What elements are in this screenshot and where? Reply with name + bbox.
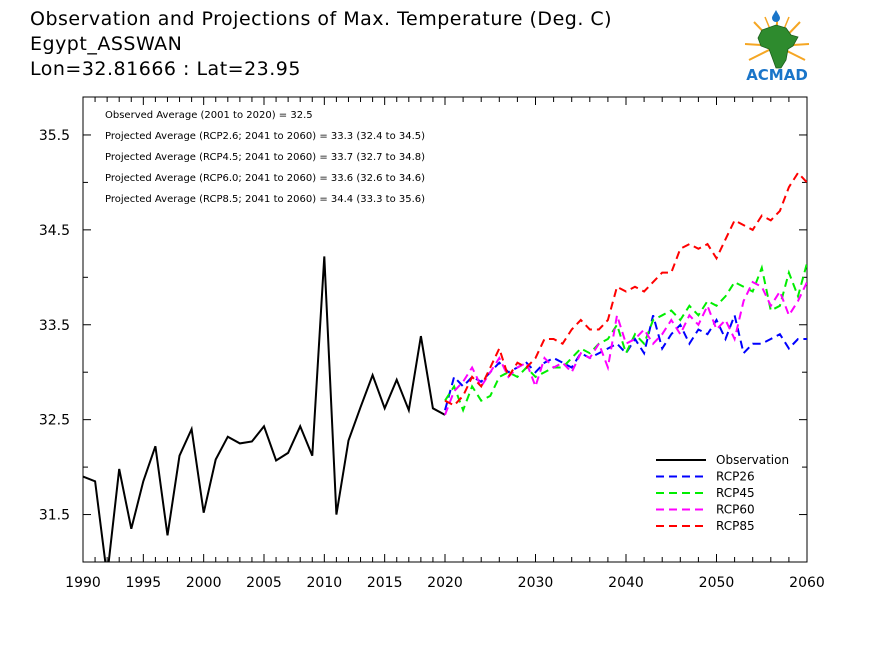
x-tick-label: 2050	[699, 575, 735, 591]
africa-map-icon	[757, 24, 799, 69]
x-tick-label: 2005	[246, 575, 282, 591]
water-drop-icon	[772, 10, 780, 22]
x-tick-label: 2020	[427, 575, 463, 591]
x-tick-label: 2060	[789, 575, 825, 591]
logo-text: ACMAD	[746, 66, 808, 84]
legend-label-rcp45: RCP45	[716, 486, 755, 500]
legend-label-rcp85: RCP85	[716, 519, 755, 533]
legend-label-rcp60: RCP60	[716, 503, 755, 517]
series-line-rcp45	[444, 262, 807, 414]
y-tick-label: 32.5	[39, 413, 70, 429]
x-tick-label: 2015	[367, 575, 403, 591]
series-line-observation	[83, 256, 446, 562]
station-name: Egypt_ASSWAN	[30, 33, 183, 55]
annotations-group: Observed Average (2001 to 2020) = 32.5 Pr…	[105, 110, 425, 205]
y-tick-label: 35.5	[39, 128, 70, 144]
annotation-line: Projected Average (RCP2.6; 2041 to 2060)…	[105, 131, 425, 142]
x-tick-label: 2000	[186, 575, 222, 591]
annotation-line: Projected Average (RCP8.5; 2041 to 2060)…	[105, 194, 425, 205]
y-tick-label: 33.5	[39, 318, 70, 334]
series-group	[83, 171, 807, 562]
chart-title: Observation and Projections of Max. Temp…	[30, 8, 613, 30]
y-tick-label: 34.5	[39, 223, 70, 239]
axes-group: 31.5 32.5 33.5 34.5 35.5 1990 1995 2000 2005 2010…	[39, 97, 825, 591]
annotation-line: Projected Average (RCP6.0; 2041 to 2060)…	[105, 173, 425, 184]
legend: Observation RCP26 RCP45 RCP60 RCP85	[656, 453, 789, 533]
station-coordinates: Lon=32.81666 : Lat=23.95	[30, 58, 301, 80]
series-line-rcp85	[444, 171, 807, 407]
annotation-line: Projected Average (RCP4.5; 2041 to 2060)…	[105, 152, 425, 163]
x-tick-label: 1995	[126, 575, 162, 591]
legend-label-observation: Observation	[716, 453, 789, 467]
x-tick-label: 1990	[65, 575, 101, 591]
acmad-logo: ACMAD	[744, 10, 810, 84]
annotation-line: Observed Average (2001 to 2020) = 32.5	[105, 110, 313, 121]
x-tick-label: 2030	[518, 575, 554, 591]
series-line-rcp60	[444, 280, 807, 416]
y-tick-label: 31.5	[39, 508, 70, 524]
x-tick-label: 2040	[608, 575, 644, 591]
legend-label-rcp26: RCP26	[716, 470, 755, 484]
series-line-rcp26	[444, 311, 807, 411]
x-tick-label: 2010	[307, 575, 343, 591]
